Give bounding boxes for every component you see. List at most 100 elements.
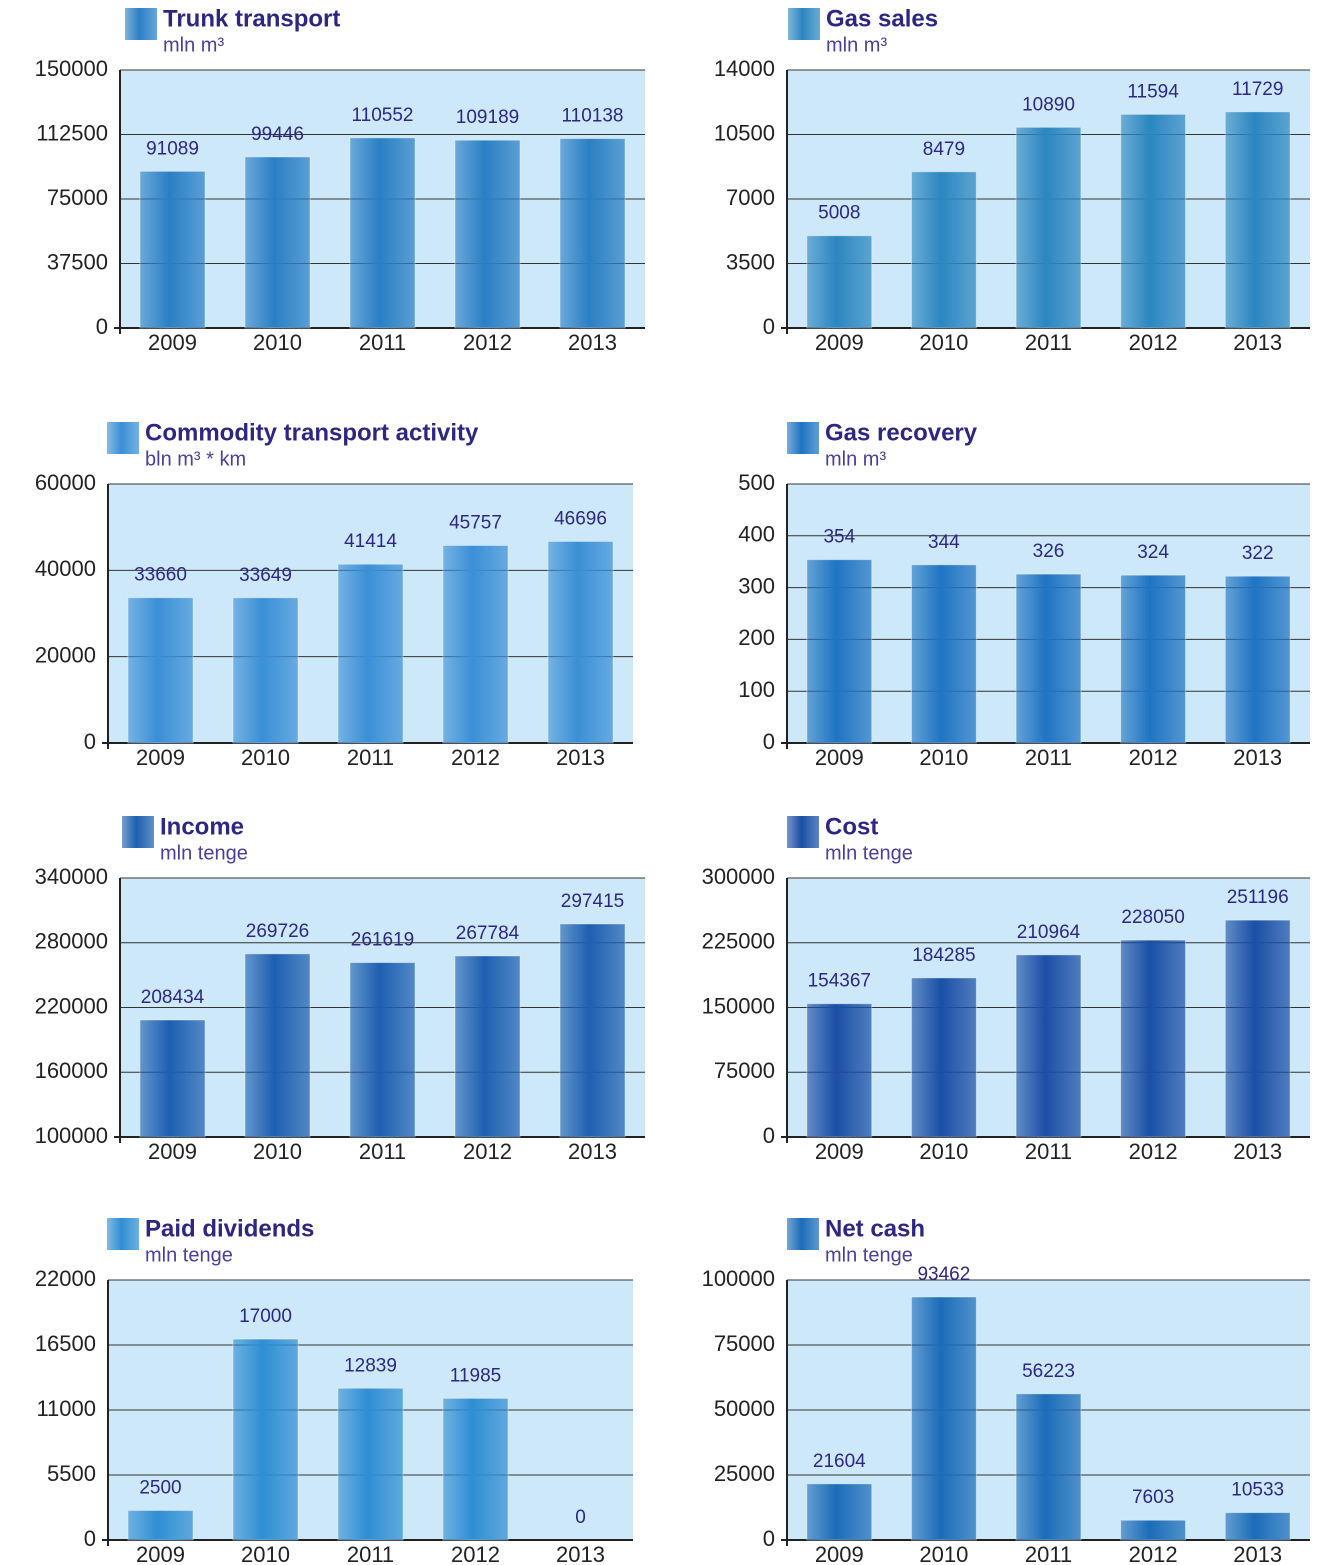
x-tick-label: 2010 bbox=[919, 745, 968, 770]
x-tick-label: 2010 bbox=[253, 330, 302, 355]
value-label: 322 bbox=[1242, 543, 1274, 564]
chart-subtitle: mln tenge bbox=[145, 1244, 233, 1266]
y-tick-label: 0 bbox=[763, 729, 775, 754]
chart-subtitle: mln tenge bbox=[825, 842, 913, 864]
value-label: 21604 bbox=[813, 1451, 866, 1472]
y-tick-label: 20000 bbox=[35, 642, 96, 667]
chart-subtitle: mln m³ bbox=[825, 448, 886, 470]
value-label: 269726 bbox=[246, 921, 309, 942]
x-tick-label: 2013 bbox=[568, 330, 617, 355]
y-tick-label: 220000 bbox=[35, 993, 108, 1018]
title-icon bbox=[788, 8, 820, 40]
bar bbox=[127, 1509, 194, 1541]
y-tick-label: 10500 bbox=[714, 120, 775, 145]
value-label: 110138 bbox=[562, 106, 624, 127]
y-tick-label: 25000 bbox=[714, 1461, 775, 1486]
x-tick-label: 2013 bbox=[556, 745, 605, 770]
value-label: 10890 bbox=[1022, 94, 1075, 115]
x-tick-label: 2012 bbox=[451, 1542, 500, 1565]
y-tick-label: 112500 bbox=[36, 120, 108, 145]
value-label: 297415 bbox=[561, 891, 624, 912]
bar bbox=[1224, 1512, 1291, 1541]
x-tick-label: 2012 bbox=[463, 1139, 512, 1164]
bar bbox=[1120, 574, 1187, 744]
y-tick-label: 7000 bbox=[726, 185, 775, 210]
value-label: 45757 bbox=[449, 512, 502, 533]
bar bbox=[232, 1338, 299, 1541]
value-label: 56223 bbox=[1022, 1361, 1075, 1382]
x-tick-label: 2011 bbox=[1025, 330, 1072, 355]
bar bbox=[244, 953, 311, 1138]
x-tick-label: 2013 bbox=[1233, 1542, 1282, 1565]
y-tick-label: 100 bbox=[738, 677, 775, 702]
bar bbox=[337, 1387, 404, 1541]
bar bbox=[442, 544, 509, 744]
value-label: 110552 bbox=[352, 105, 414, 126]
x-tick-label: 2012 bbox=[451, 745, 500, 770]
value-label: 33660 bbox=[134, 565, 187, 586]
value-label: 91089 bbox=[146, 138, 199, 159]
y-tick-label: 5500 bbox=[47, 1461, 96, 1486]
x-tick-label: 2011 bbox=[359, 330, 406, 355]
chart-subtitle: mln m³ bbox=[163, 34, 224, 56]
value-label: 46696 bbox=[554, 508, 607, 529]
value-label: 11594 bbox=[1127, 81, 1179, 102]
bar bbox=[337, 563, 404, 744]
y-tick-label: 500 bbox=[738, 470, 775, 495]
y-tick-label: 300 bbox=[738, 573, 775, 598]
x-tick-label: 2013 bbox=[556, 1542, 605, 1565]
value-label: 99446 bbox=[251, 124, 304, 145]
x-tick-label: 2010 bbox=[241, 745, 290, 770]
title-icon bbox=[122, 816, 154, 848]
chart-title: Income bbox=[160, 813, 244, 840]
x-tick-label: 2009 bbox=[148, 330, 197, 355]
y-tick-label: 14000 bbox=[714, 56, 775, 81]
x-tick-label: 2012 bbox=[1129, 1139, 1178, 1164]
y-tick-label: 11000 bbox=[36, 1396, 96, 1421]
value-label: 11729 bbox=[1232, 79, 1283, 100]
value-label: 12839 bbox=[344, 1355, 397, 1376]
y-tick-label: 280000 bbox=[35, 929, 108, 954]
y-tick-label: 0 bbox=[84, 1526, 96, 1551]
bar bbox=[1224, 111, 1291, 329]
bar bbox=[559, 138, 626, 329]
x-tick-label: 2010 bbox=[919, 1139, 968, 1164]
y-tick-label: 75000 bbox=[47, 185, 108, 210]
bar bbox=[1120, 113, 1187, 329]
value-label: 7603 bbox=[1132, 1487, 1174, 1508]
value-label: 5008 bbox=[818, 203, 860, 224]
bar bbox=[139, 1019, 206, 1138]
bar bbox=[910, 171, 977, 329]
y-tick-label: 40000 bbox=[35, 556, 96, 581]
y-tick-label: 160000 bbox=[35, 1058, 108, 1083]
x-tick-label: 2011 bbox=[359, 1139, 406, 1164]
x-tick-label: 2010 bbox=[241, 1542, 290, 1565]
value-label: 210964 bbox=[1017, 922, 1081, 943]
bar bbox=[910, 564, 977, 744]
y-tick-label: 75000 bbox=[714, 1331, 775, 1356]
bar bbox=[910, 1296, 977, 1541]
x-tick-label: 2011 bbox=[347, 1542, 394, 1565]
title-icon bbox=[787, 422, 819, 454]
bar bbox=[454, 955, 521, 1138]
x-tick-label: 2012 bbox=[1129, 330, 1178, 355]
title-icon bbox=[787, 1218, 819, 1250]
y-tick-label: 340000 bbox=[35, 864, 108, 889]
title-icon bbox=[107, 422, 139, 454]
value-label: 109189 bbox=[456, 107, 519, 128]
x-tick-label: 2013 bbox=[1233, 1139, 1282, 1164]
bar bbox=[547, 540, 614, 744]
bar bbox=[1015, 1393, 1082, 1541]
x-tick-label: 2010 bbox=[253, 1139, 302, 1164]
y-tick-label: 0 bbox=[84, 729, 96, 754]
chart-title: Trunk transport bbox=[163, 5, 340, 32]
bar bbox=[349, 962, 416, 1138]
y-tick-label: 75000 bbox=[714, 1058, 775, 1083]
value-label: 261619 bbox=[351, 930, 414, 951]
x-tick-label: 2012 bbox=[1129, 1542, 1178, 1565]
y-tick-label: 60000 bbox=[35, 470, 96, 495]
value-label: 41414 bbox=[344, 531, 397, 552]
bar bbox=[442, 1397, 509, 1541]
value-label: 184285 bbox=[912, 945, 975, 966]
